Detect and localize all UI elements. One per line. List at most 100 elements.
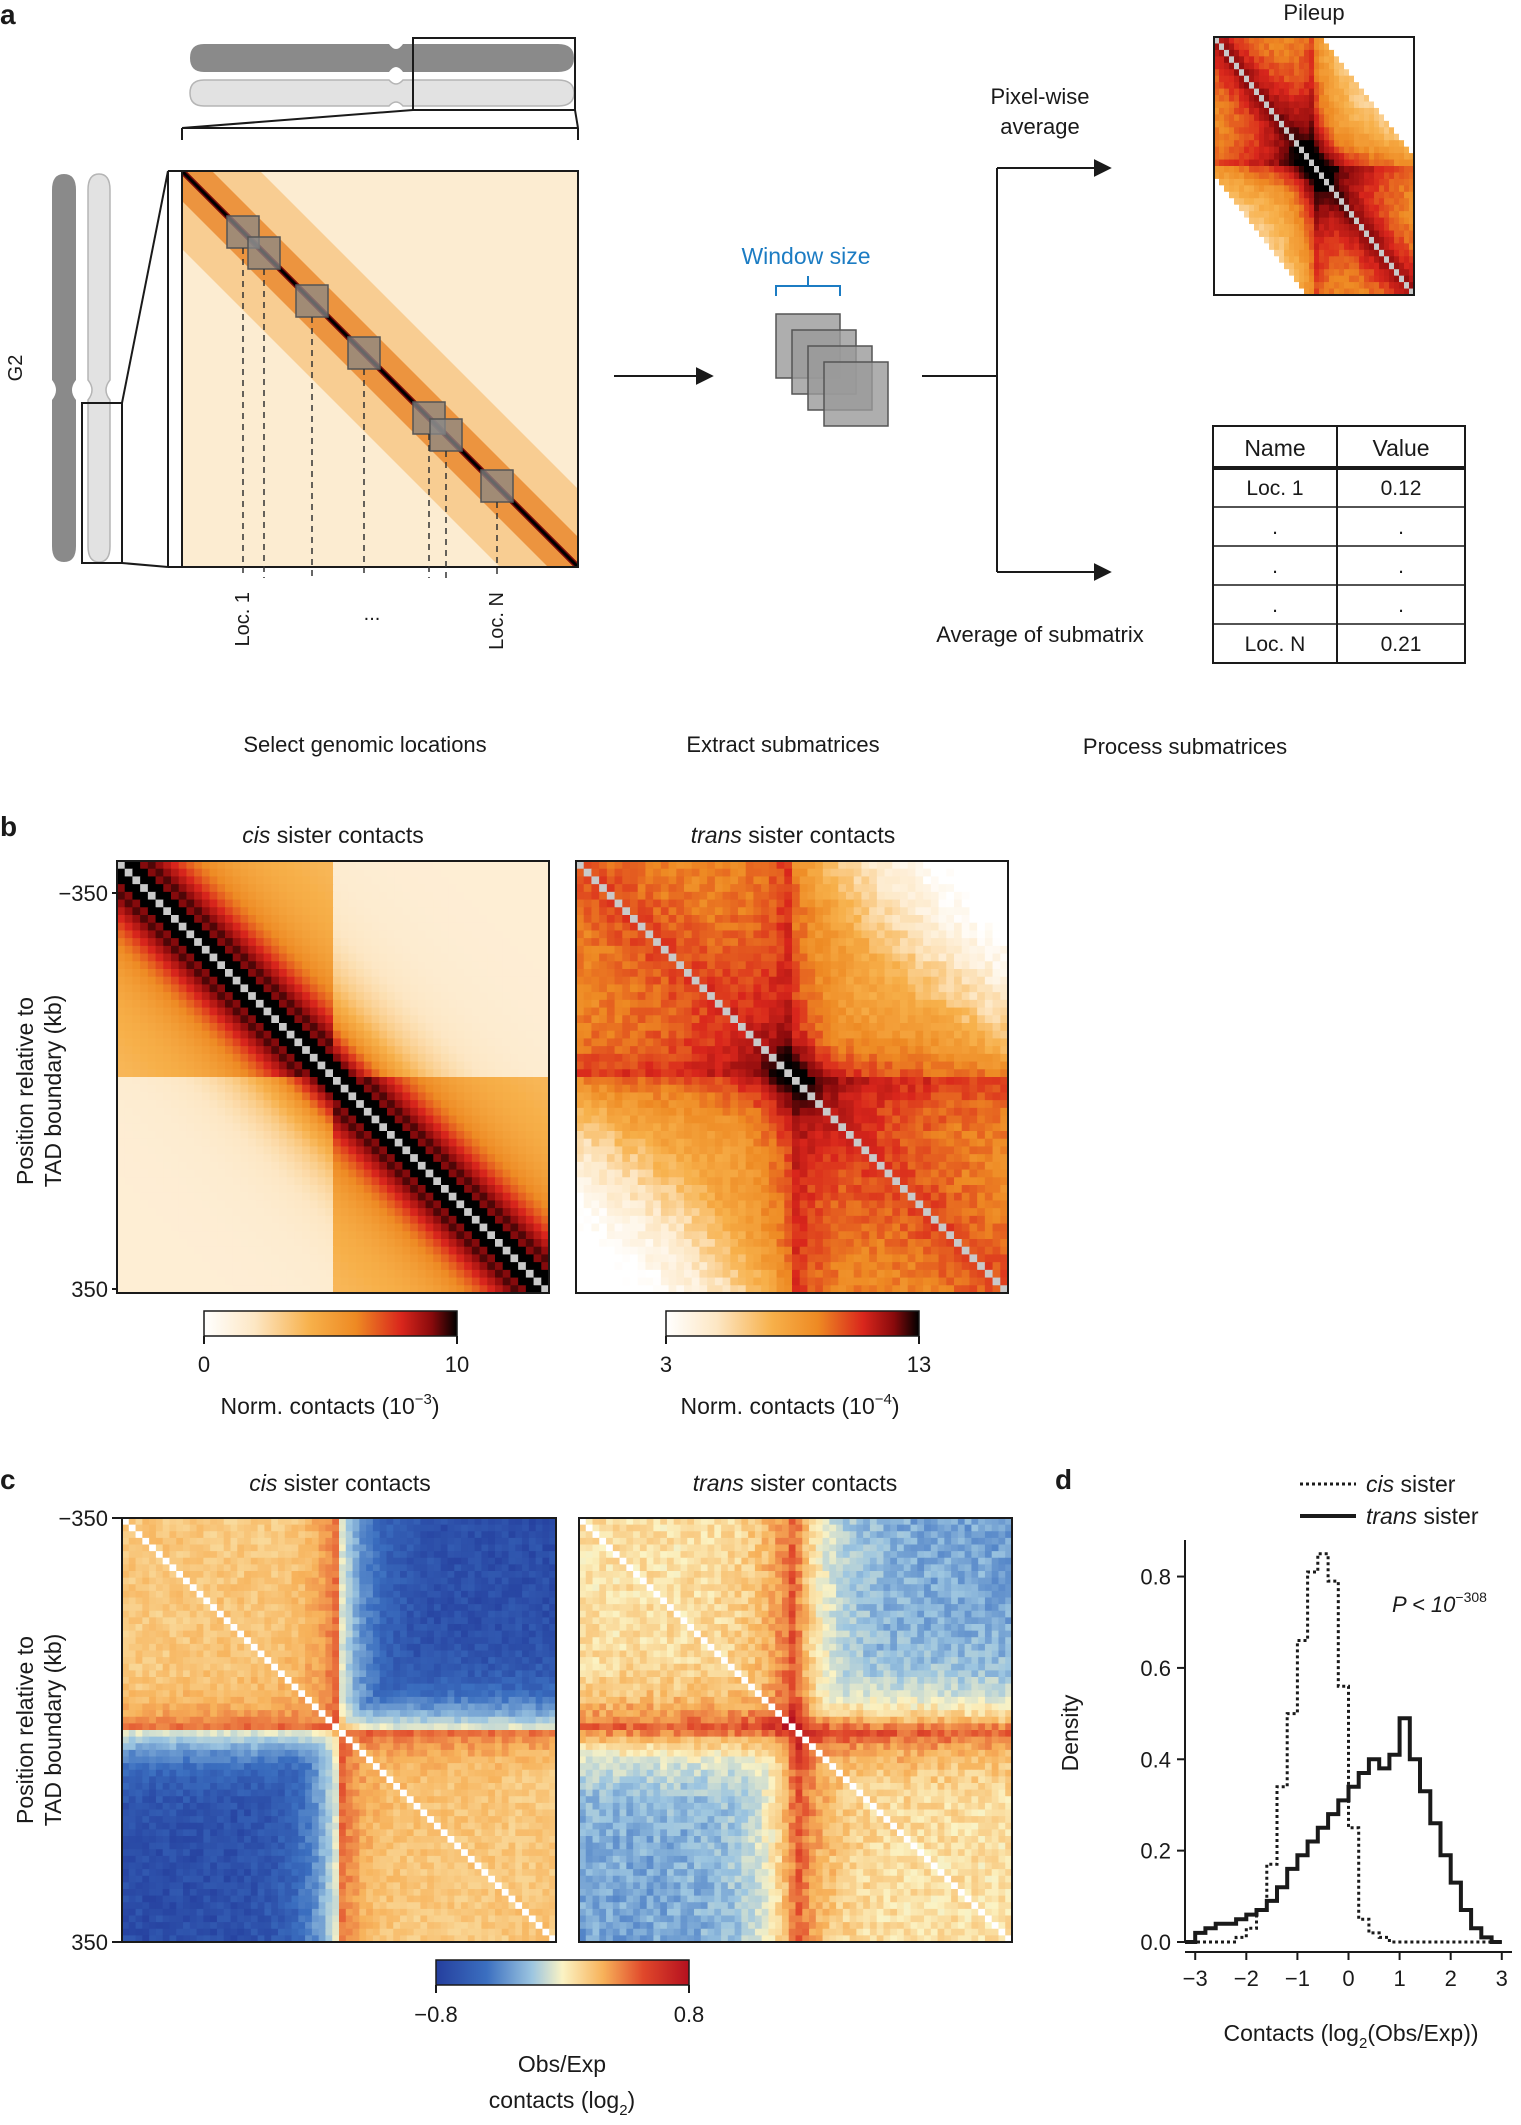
heatmap-cell: [425, 1154, 434, 1163]
pileup-cell: [1289, 217, 1295, 225]
submatrix-tile: [823, 361, 889, 427]
heatmap-cell: [325, 1100, 334, 1109]
heatmap-cell: [441, 1200, 450, 1209]
heatmap-cell: [163, 1069, 172, 1078]
pileup-cell: [1344, 198, 1350, 206]
pileup-cell: [1349, 230, 1355, 238]
heatmap-cell: [356, 876, 365, 885]
heatmap-cell: [201, 1154, 211, 1163]
heatmap-cell: [117, 1192, 126, 1202]
pileup-cell: [1274, 256, 1280, 264]
heatmap-cell: [410, 1262, 419, 1271]
pileup-cell: [1239, 56, 1245, 64]
heatmap-cell: [533, 1107, 542, 1117]
heatmap-cell: [225, 1208, 234, 1217]
pileup-cell: [1279, 69, 1285, 77]
pileup-cell: [1214, 198, 1220, 206]
heatmap-cell: [340, 984, 350, 993]
heatmap-cell: [471, 992, 481, 1001]
heatmap-cell: [140, 1023, 149, 1032]
heatmap-cell: [201, 899, 211, 908]
heatmap-cell: [209, 945, 218, 955]
pileup-cell: [1394, 101, 1400, 109]
heatmap-cell: [495, 1146, 504, 1155]
heatmap-cell: [533, 1146, 542, 1155]
heatmap-cell: [240, 1061, 249, 1070]
heatmap-cell: [124, 961, 134, 970]
heatmap-cell: [510, 1030, 519, 1040]
heatmap-cell: [302, 938, 311, 947]
heatmap-cell: [525, 1092, 535, 1101]
heatmap-cell: [433, 1161, 442, 1171]
heatmap-cell: [217, 1254, 226, 1263]
pileup-cell: [1299, 191, 1305, 199]
pileup-cell: [1279, 224, 1285, 232]
heatmap-cell: [286, 1262, 296, 1271]
heatmap-cell: [217, 1023, 226, 1032]
heatmap-cell: [402, 1269, 411, 1279]
heatmap-cell: [286, 938, 296, 947]
pileup-cell: [1309, 172, 1315, 180]
pileup-cell: [1399, 282, 1405, 290]
heatmap-cell: [387, 1061, 396, 1070]
pileup-cell: [1379, 198, 1385, 206]
pileup-cell: [1404, 120, 1410, 128]
heatmap-cell: [394, 1046, 404, 1055]
heatmap-cell: [784, 876, 793, 885]
heatmap-cell: [356, 1107, 365, 1117]
pileup-cell: [1304, 275, 1310, 283]
heatmap-cell: [155, 1262, 164, 1271]
heatmap-cell: [518, 1115, 527, 1124]
pileup-cell: [1359, 140, 1365, 148]
heatmap-cell: [155, 1138, 164, 1148]
pileup-cell: [1289, 211, 1295, 219]
heatmap-cell: [124, 1208, 134, 1217]
pileup-cell: [1284, 288, 1290, 296]
pileup-cell: [1289, 133, 1295, 141]
pileup-cell: [1339, 211, 1345, 219]
chromosome-vertical-pair: G2: [5, 170, 182, 568]
heatmap-cell: [502, 1177, 512, 1186]
heatmap-cell: [363, 1169, 373, 1178]
pileup-cell: [1339, 88, 1345, 96]
pileup-cell: [1289, 224, 1295, 232]
heatmap-cell: [248, 1154, 257, 1163]
heatmap-cell: [248, 976, 257, 986]
heatmap-cell: [394, 1254, 404, 1263]
heatmap-cell: [178, 1069, 188, 1078]
heatmap-cell: [448, 1223, 458, 1232]
heatmap-cell: [302, 1100, 311, 1109]
heatmap-cell: [441, 1239, 450, 1248]
heatmap-cell: [147, 1285, 157, 1294]
heatmap-cell: [147, 1077, 157, 1086]
pileup-cell: [1354, 230, 1360, 238]
pileup-cell: [1239, 249, 1245, 257]
heatmap-cell: [294, 1262, 303, 1271]
heatmap-cell: [263, 1239, 272, 1248]
heatmap-cell: [518, 1262, 527, 1271]
pileup-cell: [1219, 43, 1225, 51]
heatmap-cell: [479, 1192, 488, 1202]
heatmap-cell: [433, 1185, 442, 1194]
pileup-cell: [1249, 153, 1255, 161]
heatmap-cell: [209, 1277, 218, 1286]
heatmap-cell: [140, 1254, 149, 1263]
heatmap-cell: [240, 1046, 249, 1055]
heatmap-cell: [356, 884, 365, 893]
pileup-cell: [1224, 114, 1230, 122]
pileup-cell: [1304, 198, 1310, 206]
heatmap-cell: [186, 1277, 195, 1286]
pileup-cell: [1224, 166, 1230, 174]
heatmap-cell: [225, 868, 234, 878]
pileup-cell: [1374, 56, 1380, 64]
pileup-cell: [1314, 127, 1320, 135]
pileup-cell: [1359, 114, 1365, 122]
pileup-cell: [1244, 146, 1250, 154]
heatmap-cell: [371, 1223, 380, 1232]
pileup-cell: [1284, 101, 1290, 109]
heatmap-cell: [448, 1115, 458, 1124]
pileup-cell: [1409, 224, 1415, 232]
pileup-cell: [1294, 262, 1300, 270]
pileup-cell: [1329, 172, 1335, 180]
heatmap-cell: [217, 945, 226, 955]
